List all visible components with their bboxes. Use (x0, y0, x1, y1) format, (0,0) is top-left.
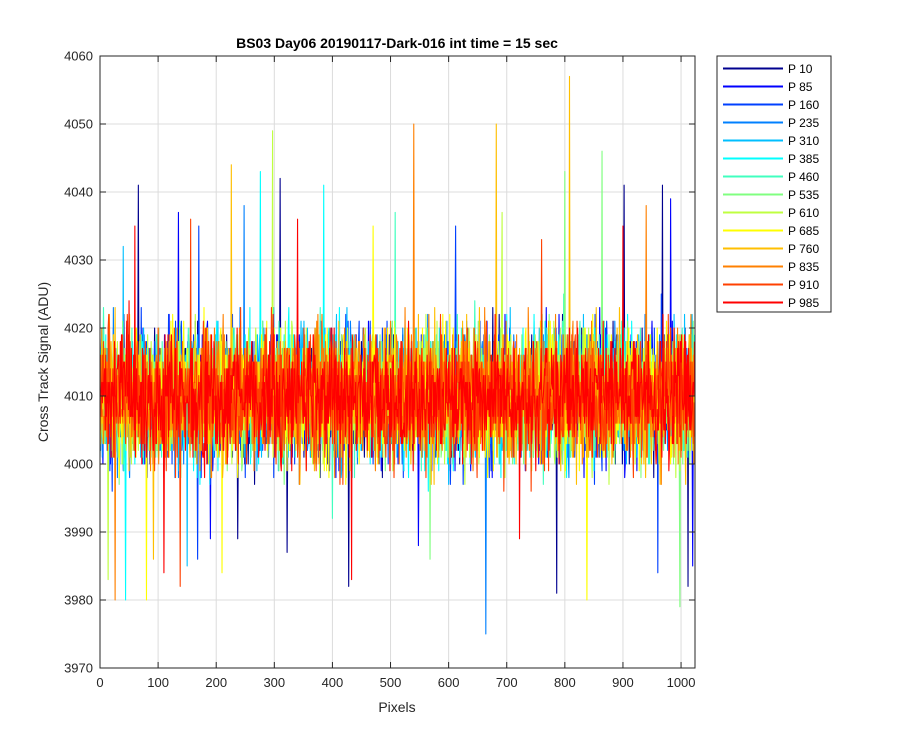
y-tick-label: 4030 (64, 253, 93, 268)
legend-label: P 535 (788, 188, 819, 202)
legend-box (716, 55, 832, 313)
series-layer (100, 75, 695, 635)
legend-label: P 310 (788, 134, 819, 148)
series-line-p-910 (100, 218, 695, 587)
legend-label: P 985 (788, 296, 819, 310)
legend-label: P 910 (788, 278, 819, 292)
x-tick-label: 0 (96, 675, 103, 690)
x-tick-label: 100 (147, 675, 169, 690)
legend-label: P 160 (788, 98, 819, 112)
y-tick-label: 4020 (64, 321, 93, 336)
legend-label: P 685 (788, 224, 819, 238)
legend-label: P 760 (788, 242, 819, 256)
legend-label: P 460 (788, 170, 819, 184)
axis-ticks: 0 100 200 300 400 500 600 700 800 900 1000 3970 3980… (64, 49, 695, 691)
y-tick-label: 4000 (64, 457, 93, 472)
y-tick-label: 4050 (64, 117, 93, 132)
x-tick-label: 400 (322, 675, 344, 690)
legend-label: P 85 (788, 80, 813, 94)
legend-label: P 610 (788, 206, 819, 220)
x-axis-label: Pixels (378, 699, 415, 715)
x-tick-label: 300 (263, 675, 285, 690)
series-line-p-985 (100, 218, 695, 581)
x-tick-label: 900 (612, 675, 634, 690)
axes-box (99, 55, 696, 669)
x-tick-label: 700 (496, 675, 518, 690)
legend-label: P 10 (788, 62, 813, 76)
x-tick-label: 500 (380, 675, 402, 690)
y-tick-label: 4010 (64, 389, 93, 404)
chart-title: BS03 Day06 20190117-Dark-016 int time = … (236, 35, 558, 51)
y-tick-label: 4060 (64, 49, 93, 64)
legend-label: P 385 (788, 152, 819, 166)
y-tick-label: 3990 (64, 525, 93, 540)
x-tick-label: 600 (438, 675, 460, 690)
x-tick-label: 800 (554, 675, 576, 690)
x-tick-label: 200 (205, 675, 227, 690)
y-tick-label: 4040 (64, 185, 93, 200)
y-tick-label: 3980 (64, 593, 93, 608)
legend-label: P 235 (788, 116, 819, 130)
legend-label: P 835 (788, 260, 819, 274)
y-axis-label: Cross Track Signal (ADU) (35, 282, 51, 442)
x-tick-label: 1000 (667, 675, 696, 690)
y-tick-label: 3970 (64, 661, 93, 676)
legend: P 10 P 85 P 160 P 235 P 310 P 385 P 460 P 535 P … (716, 55, 832, 313)
